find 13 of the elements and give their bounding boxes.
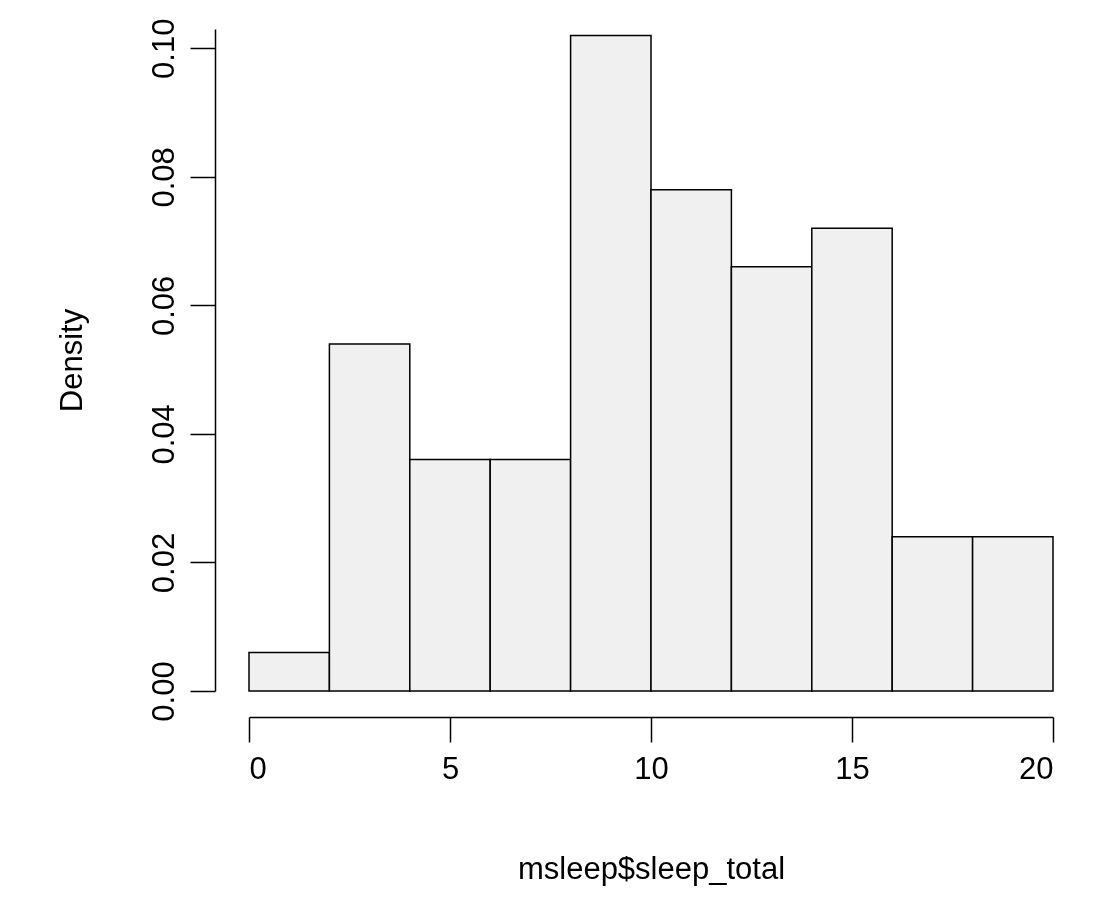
y-tick-label: 0.00 [145,661,181,722]
y-axis-title: Density [53,308,89,413]
y-tick-label: 0.10 [145,18,181,79]
x-tick-label: 10 [634,750,669,786]
x-tick-label: 5 [441,750,460,786]
x-tick-label: 0 [249,750,267,786]
x-tick-label: 15 [835,750,870,786]
y-tick-label: 0.08 [145,147,181,208]
y-tick-label: 0.06 [145,275,181,337]
y-tick-label: 0.02 [145,532,181,594]
y-tick-label: 0.04 [145,404,181,465]
x-axis-title: msleep$sleep_total [517,850,786,886]
x-tick-label: 20 [1019,750,1054,786]
